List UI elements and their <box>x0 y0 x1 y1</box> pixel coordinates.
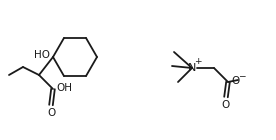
Text: N: N <box>188 63 196 73</box>
Text: +: + <box>194 57 202 66</box>
Text: O: O <box>231 76 239 86</box>
Text: OH: OH <box>56 83 72 93</box>
Text: O: O <box>222 100 230 110</box>
Text: O: O <box>47 108 55 118</box>
Text: −: − <box>238 72 245 80</box>
Text: HO: HO <box>34 50 50 60</box>
